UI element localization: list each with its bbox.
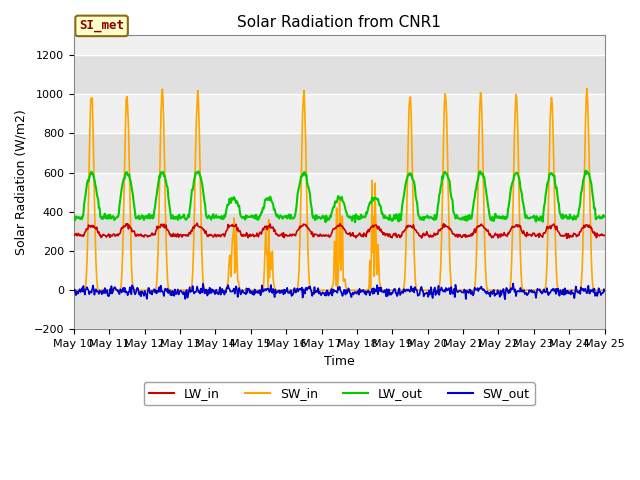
Bar — [74, 133, 605, 172]
LW_out — [70, 214, 77, 220]
LW_out — [404, 172, 412, 178]
SW_in — [601, 287, 609, 293]
LW_out — [134, 216, 142, 221]
SW_out — [404, 288, 412, 294]
SW_out — [501, 296, 509, 302]
SW_out — [601, 288, 609, 294]
SW_out — [134, 286, 142, 291]
Bar — [74, 212, 605, 251]
SW_in — [404, 171, 412, 177]
X-axis label: Time: Time — [324, 355, 355, 368]
LW_out — [216, 216, 224, 221]
SW_in — [216, 287, 224, 293]
SW_out — [419, 288, 427, 294]
SW_out — [216, 284, 224, 290]
Legend: LW_in, SW_in, LW_out, SW_out: LW_in, SW_in, LW_out, SW_out — [144, 383, 534, 406]
SW_out — [79, 283, 87, 289]
Bar — [74, 55, 605, 94]
LW_in — [70, 232, 77, 238]
Text: SI_met: SI_met — [79, 19, 124, 32]
Line: SW_out: SW_out — [74, 284, 605, 299]
SW_out — [70, 288, 77, 293]
SW_in — [419, 287, 427, 293]
LW_out — [188, 187, 196, 193]
LW_out — [582, 168, 589, 174]
SW_out — [509, 281, 517, 287]
Y-axis label: Solar Radiation (W/m2): Solar Radiation (W/m2) — [15, 109, 28, 255]
LW_out — [420, 217, 428, 223]
Line: LW_out: LW_out — [74, 171, 605, 222]
Title: Solar Radiation from CNR1: Solar Radiation from CNR1 — [237, 15, 441, 30]
LW_in — [404, 222, 412, 228]
LW_in — [134, 232, 142, 238]
SW_in — [134, 287, 142, 293]
SW_in — [79, 287, 87, 293]
LW_out — [79, 211, 87, 217]
SW_in — [188, 282, 196, 288]
LW_in — [420, 230, 428, 236]
LW_in — [188, 228, 196, 234]
LW_out — [601, 214, 609, 219]
LW_out — [351, 219, 359, 225]
Line: SW_in: SW_in — [74, 88, 605, 290]
LW_in — [217, 234, 225, 240]
LW_in — [193, 220, 201, 226]
SW_in — [70, 287, 77, 293]
LW_in — [79, 233, 87, 239]
SW_out — [188, 288, 196, 294]
Bar — [74, 290, 605, 329]
LW_in — [563, 236, 571, 241]
Line: LW_in: LW_in — [74, 223, 605, 239]
LW_in — [601, 232, 609, 238]
SW_in — [583, 85, 591, 91]
